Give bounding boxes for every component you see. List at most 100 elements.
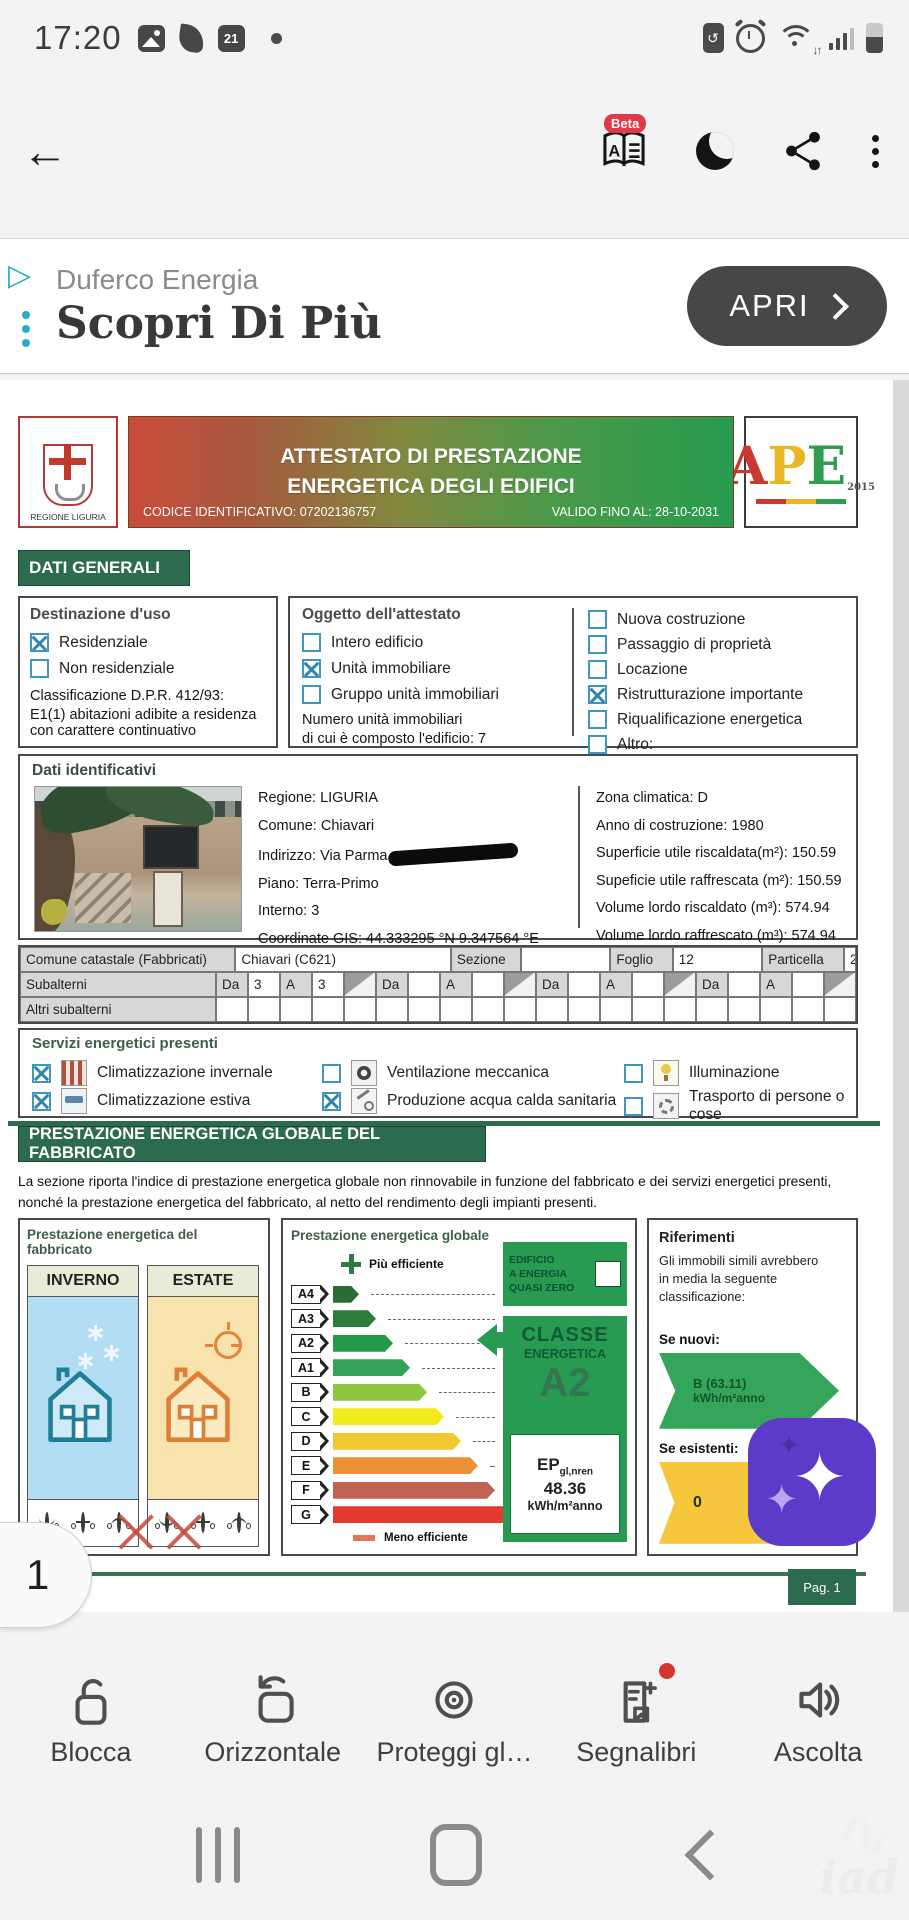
face-sad-icon (227, 1512, 251, 1533)
nav-back-button[interactable] (684, 1829, 736, 1881)
address-redaction (387, 842, 519, 867)
checkbox-acqua-calda (322, 1091, 341, 1111)
clock: 17:20 (34, 19, 122, 56)
ad-info-icon: ▷ (8, 259, 32, 292)
face-neutral-icon (71, 1512, 95, 1533)
box-dati-identificativi: Dati identificativi Regione: LIGURIA Com… (18, 754, 858, 947)
signal-strength-icon (828, 26, 854, 50)
classe-energetica-box: CLASSE ENERGETICA A2 EPgl,nren 48.36 kWh… (503, 1316, 627, 1542)
classe-arrow-icon (477, 1324, 511, 1356)
ad-headline: Scopri Di Più (56, 297, 382, 349)
ape-logo: A P E 2015 (727, 416, 875, 528)
lock-screen-button[interactable]: Blocca (0, 1655, 182, 1790)
bottom-toolbar: Blocca Orizzontale Proteggi gl… Segnalib… (0, 1655, 909, 1790)
bookmark-add-icon (623, 1681, 658, 1723)
speaker-icon (799, 1682, 840, 1718)
section-divider (8, 1121, 880, 1126)
rotate-landscape-button[interactable]: Orizzontale (182, 1655, 364, 1790)
unlock-icon (75, 1678, 107, 1725)
dark-mode-moon-button[interactable] (696, 132, 734, 170)
checkbox-residenziale (30, 633, 49, 652)
checkbox-passaggio-proprieta (588, 635, 607, 654)
sparkle-icon: ✦ (792, 1440, 848, 1514)
ad-open-button[interactable]: APRI (687, 266, 887, 346)
classe-value: A2 (539, 1361, 591, 1405)
prestazione-paragraph: La sezione riporta l'indice di prestazio… (18, 1174, 832, 1210)
ad-choices[interactable]: ▷ (0, 239, 44, 373)
recents-button[interactable] (196, 1827, 240, 1883)
ai-assistant-fab[interactable]: ✦ ✦ ✦ (748, 1418, 876, 1546)
catasto-table: Comune catastale (Fabbricati) Chiavari (… (18, 945, 858, 1024)
notes-notification-icon (176, 22, 206, 54)
checkbox-altro (588, 735, 607, 754)
winter-house-icon (48, 1367, 112, 1443)
page-number-tag: Pag. 1 (788, 1569, 856, 1605)
meno-efficiente: Meno efficiente (353, 1532, 468, 1544)
battery-icon (866, 23, 883, 53)
box-riferimenti: Riferimenti Gli immobili simili avrebber… (647, 1218, 858, 1556)
read-aloud-beta-button[interactable]: Beta A (598, 114, 650, 180)
property-photo (34, 786, 242, 932)
notification-dot-icon (270, 32, 282, 44)
checkbox-nuova-costruzione (588, 610, 607, 629)
certificate-title-banner: ATTESTATO DI PRESTAZIONE ENERGETICA DEGL… (128, 416, 734, 528)
certificate-code: CODICE IDENTIFICATIVO: 07202136757 (143, 505, 377, 519)
listen-button[interactable]: Ascolta (727, 1655, 909, 1790)
checkbox-locazione (588, 660, 607, 679)
section-prestazione-energetica: PRESTAZIONE ENERGETICA GLOBALE DEL FABBR… (18, 1125, 486, 1162)
home-button[interactable] (430, 1824, 482, 1886)
battery-saver-icon: ↺ (702, 23, 724, 53)
app-toolbar: ← Beta A (0, 76, 909, 226)
plus-icon (341, 1254, 361, 1274)
pdf-page[interactable]: REGIONE LIGURIA ATTESTATO DI PRESTAZIONE… (0, 380, 893, 1612)
ad-banner[interactable]: ▷ Duferco Energia Scopri Di Più APRI (0, 238, 909, 374)
dash-icon (353, 1535, 375, 1541)
checkbox-climatizzazione-invernale (32, 1063, 51, 1083)
chevron-right-icon (821, 293, 849, 320)
box-prestazione-fabbricato: Prestazione energetica del fabbricato IN… (18, 1218, 270, 1556)
alarm-icon (735, 23, 765, 53)
face-sad-crossed-icon (107, 1512, 131, 1533)
checkbox-riqualificazione (588, 710, 607, 729)
share-button[interactable] (780, 128, 826, 174)
beta-badge: Beta (604, 114, 647, 133)
rotate-screen-icon (258, 1675, 294, 1723)
summer-house-graphic (148, 1297, 258, 1499)
checkbox-ventilazione-meccanica (322, 1063, 341, 1083)
section-dati-generali: DATI GENERALI (18, 550, 190, 586)
iad-watermark: iad (820, 1815, 899, 1904)
certificate-title-line1: ATTESTATO DI PRESTAZIONE (280, 444, 582, 468)
wifi-icon: ↓↑ (776, 23, 823, 57)
android-nav-bar: iad (0, 1790, 909, 1920)
energy-class-scale: A4 A3 A2 A1 B C D E F G (291, 1282, 499, 1527)
nzeb-box: EDIFICIO A ENERGIA QUASI ZERO (503, 1242, 627, 1306)
ident-left-fields: Regione: LIGURIA Comune: Chiavari Indiri… (258, 790, 539, 947)
sparkle-icon: ✦ (778, 1430, 800, 1460)
back-arrow-button[interactable]: ← (22, 125, 68, 177)
overflow-menu-button[interactable] (872, 134, 879, 168)
radiator-icon (61, 1060, 87, 1086)
certificate-title-line2: ENERGETICA DEGLI EDIFICI (287, 475, 575, 498)
eye-icon (435, 1681, 474, 1719)
svg-text:A: A (608, 143, 620, 161)
nzeb-checkbox (595, 1261, 621, 1287)
winter-house-graphic (28, 1297, 138, 1499)
checkbox-non-residenziale (30, 659, 49, 678)
estate-column: ESTATE (147, 1265, 259, 1547)
checkbox-illuminazione (624, 1063, 643, 1083)
air-conditioner-icon (61, 1088, 87, 1114)
box-prestazione-globale: Prestazione energetica globale Più effic… (281, 1218, 637, 1556)
protect-eyes-button[interactable]: Proteggi gl… (364, 1655, 546, 1790)
gallery-notification-icon (137, 24, 165, 52)
page-edge-strip (893, 380, 909, 1612)
lightbulb-icon (653, 1060, 679, 1086)
fan-icon (351, 1060, 377, 1086)
inverno-column: INVERNO (27, 1265, 139, 1547)
notification-badge (659, 1663, 676, 1679)
ident-right-fields: Zona climatica: D Anno di costruzione: 1… (596, 790, 842, 944)
checkbox-trasporto (624, 1096, 643, 1116)
ad-advertiser: Duferco Energia (56, 263, 259, 295)
bookmarks-button[interactable]: Segnalibri (545, 1655, 727, 1790)
page-scroll-indicator[interactable]: 1 (0, 1522, 92, 1628)
